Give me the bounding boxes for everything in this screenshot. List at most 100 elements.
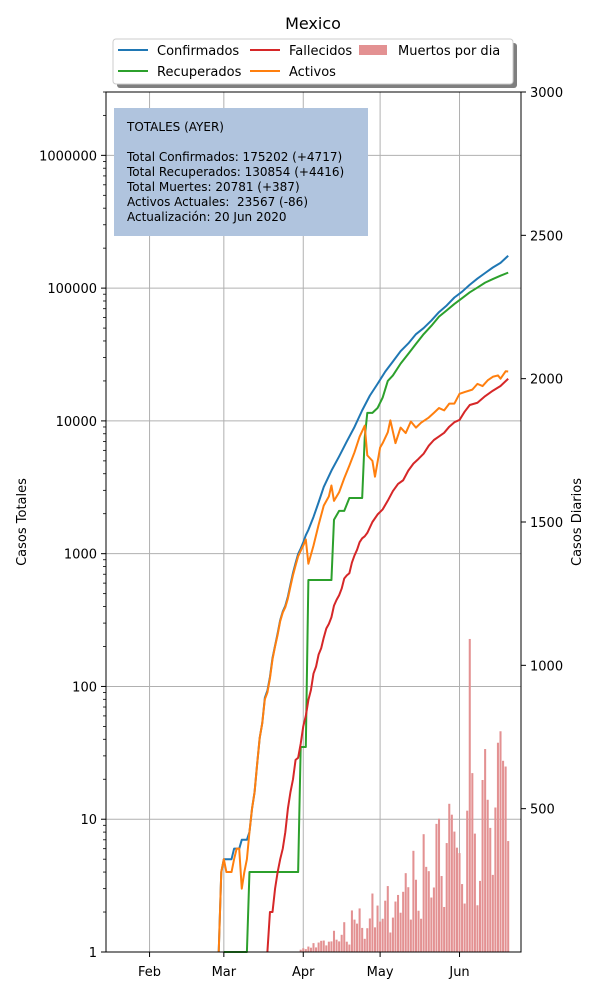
- daily-death-bar: [320, 940, 323, 952]
- daily-death-bar: [453, 831, 456, 952]
- y-right-tick-label: 500: [530, 803, 555, 818]
- daily-death-bar: [422, 834, 425, 952]
- x-tick-label: Feb: [138, 965, 161, 980]
- legend: Confirmados Fallecidos Muertos por dia R…: [112, 38, 517, 88]
- daily-bars: [299, 638, 510, 952]
- daily-death-bar: [340, 934, 343, 952]
- daily-death-bar: [312, 943, 315, 952]
- y-left-tick-label: 1: [89, 946, 97, 961]
- y-left-tick-label: 10000: [56, 415, 97, 430]
- daily-death-bar: [461, 884, 464, 952]
- daily-death-bar: [507, 841, 510, 952]
- y-right-tick-label: 1500: [530, 516, 563, 531]
- daily-death-bar: [471, 773, 474, 952]
- daily-death-bar: [502, 760, 505, 952]
- y-right-tick-label: 1000: [530, 659, 563, 674]
- daily-death-bar: [397, 894, 400, 952]
- line-series: [217, 255, 509, 953]
- daily-death-bar: [307, 946, 310, 952]
- daily-death-bar: [309, 947, 312, 952]
- daily-death-bar: [332, 930, 336, 952]
- daily-death-bar: [343, 922, 346, 952]
- daily-death-bar: [458, 853, 461, 952]
- daily-death-bar: [338, 941, 341, 952]
- daily-death-bar: [466, 810, 469, 952]
- series-line-recuperados: [223, 271, 509, 953]
- daily-death-bar: [417, 910, 420, 952]
- info-box-line: Actualización: 20 Jun 2020: [127, 210, 287, 224]
- daily-death-bar: [317, 942, 320, 952]
- chart-title: Mexico: [285, 14, 341, 33]
- info-box-line: Total Muertes: 20781 (+387): [126, 180, 300, 194]
- y-left-tick-label: 100: [72, 680, 97, 695]
- x-tick-label: Mar: [212, 965, 237, 980]
- y-left-tick-label: 1000000: [39, 149, 97, 164]
- info-box-line: Activos Actuales: 23567 (-86): [127, 195, 308, 209]
- info-box: TOTALES (AYER) Total Confirmados: 175202…: [114, 108, 368, 236]
- daily-death-bar: [496, 742, 499, 952]
- y-left-tick-label: 10: [80, 813, 97, 828]
- x-tick-label: Jun: [448, 965, 469, 980]
- daily-death-bar: [356, 923, 359, 952]
- daily-death-bar: [484, 749, 487, 952]
- left-axis-label: Casos Totales: [15, 478, 30, 566]
- daily-death-bar: [363, 938, 366, 952]
- daily-death-bar: [389, 932, 392, 952]
- daily-death-bar: [414, 879, 417, 952]
- series-line-activos: [217, 370, 509, 953]
- series-line-fallecidos: [266, 377, 509, 953]
- daily-death-bar: [386, 886, 389, 952]
- daily-death-bar: [358, 908, 361, 952]
- daily-death-bar: [353, 919, 356, 952]
- info-box-background: [114, 108, 368, 236]
- daily-death-bar: [384, 900, 387, 952]
- daily-death-bar: [302, 948, 305, 952]
- daily-death-bar: [407, 887, 410, 952]
- daily-death-bar: [350, 910, 353, 952]
- daily-death-bar: [473, 833, 476, 952]
- daily-death-bar: [478, 880, 482, 952]
- info-box-title: TOTALES (AYER): [126, 120, 224, 134]
- right-axis-ticks: 500 1000 1500 2000 2500 3000: [521, 86, 563, 818]
- legend-label-fallecidos: Fallecidos: [289, 44, 352, 59]
- daily-death-bar: [476, 905, 479, 952]
- daily-death-bar: [463, 903, 466, 952]
- daily-death-bar: [335, 939, 338, 952]
- x-tick-label: May: [367, 965, 394, 980]
- legend-swatch-muertos-por-dia: [359, 45, 387, 55]
- y-left-tick-label: 1000: [64, 548, 97, 563]
- daily-death-bar: [304, 949, 307, 952]
- y-right-tick-label: 2500: [530, 229, 563, 244]
- daily-death-bar: [438, 818, 441, 952]
- daily-death-bar: [322, 940, 325, 952]
- daily-death-bar: [381, 918, 384, 952]
- daily-death-bar: [366, 928, 369, 952]
- daily-death-bar: [491, 874, 494, 952]
- daily-death-bar: [330, 941, 333, 952]
- daily-death-bar: [373, 927, 377, 952]
- daily-death-bar: [412, 850, 415, 952]
- daily-death-bar: [481, 780, 484, 952]
- daily-death-bar: [425, 866, 428, 952]
- daily-death-bar: [368, 918, 371, 952]
- daily-death-bar: [348, 944, 351, 952]
- daily-death-bar: [448, 803, 451, 952]
- legend-label-recuperados: Recuperados: [157, 65, 242, 80]
- daily-death-bar: [361, 927, 364, 952]
- daily-death-bar: [391, 917, 394, 952]
- legend-label-confirmados: Confirmados: [157, 44, 239, 59]
- daily-death-bar: [430, 897, 433, 952]
- daily-death-bar: [315, 947, 318, 952]
- daily-death-bar: [432, 887, 435, 952]
- daily-death-bar: [299, 949, 302, 952]
- daily-death-bar: [486, 799, 489, 952]
- y-right-tick-label: 3000: [530, 86, 563, 101]
- right-axis-label: Casos Diarios: [570, 478, 585, 566]
- daily-death-bar: [440, 876, 443, 952]
- daily-death-bar: [468, 638, 471, 952]
- daily-death-bar: [494, 807, 497, 952]
- daily-death-bar: [325, 945, 328, 952]
- daily-death-bar: [399, 912, 402, 952]
- series-line-confirmados: [217, 255, 509, 953]
